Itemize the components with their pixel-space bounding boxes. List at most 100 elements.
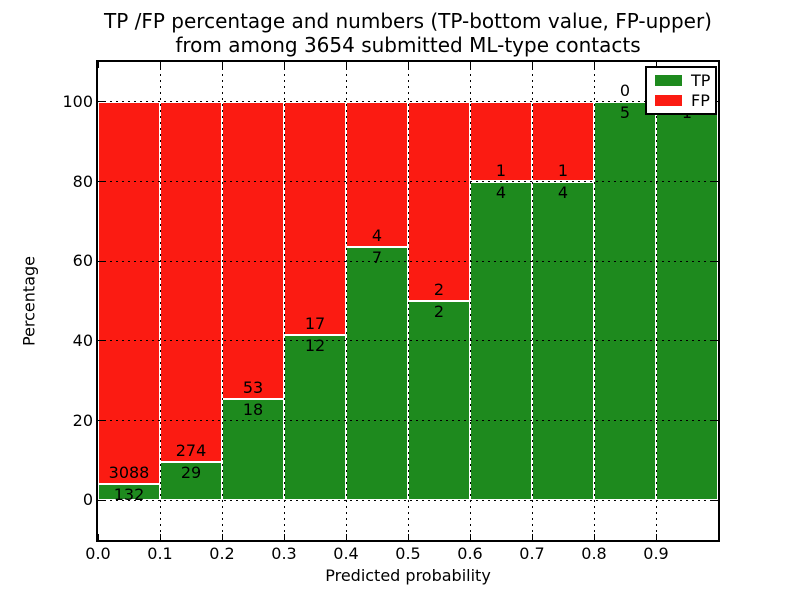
y-gridline: [98, 101, 718, 103]
x-tick-mark: [469, 62, 471, 68]
x-tick-mark: [655, 62, 657, 68]
x-axis-label: Predicted probability: [325, 566, 491, 585]
y-gridline: [98, 260, 718, 262]
x-tick-mark: [345, 534, 347, 540]
chart-title-line2: from among 3654 submitted ML-type contac…: [175, 33, 641, 57]
bar-segment-tp: [284, 335, 346, 501]
tp-count-label: 4: [495, 182, 507, 202]
y-tick-mark: [98, 181, 104, 182]
tp-count-label: 5: [619, 102, 631, 122]
fp-count-label: 274: [175, 441, 207, 461]
tp-count-label: 2: [433, 302, 445, 321]
x-tick-label: 0.7: [519, 544, 545, 563]
y-gridline: [98, 181, 718, 182]
y-tick-label: 60: [72, 251, 93, 271]
fp-count-label: 3088: [108, 462, 150, 482]
x-tick-mark: [97, 534, 99, 540]
x-tick-mark: [593, 62, 595, 68]
tp-count-label: 132: [113, 484, 145, 504]
bar-segment-fp: [408, 101, 470, 301]
fp-count-label: 1: [557, 160, 569, 180]
bar-segment-tp: [594, 101, 656, 501]
x-gridline: [407, 62, 409, 540]
bar-segment-tp: [160, 462, 222, 501]
fp-legend-label: FP: [691, 91, 710, 110]
bar-segment-fp: [532, 101, 594, 182]
x-tick-mark: [221, 534, 223, 540]
legend-entry-fp: FP: [655, 91, 710, 110]
fp-count-label: 53: [242, 378, 264, 398]
y-tick-mark: [98, 101, 104, 103]
x-gridline: [593, 62, 595, 540]
x-tick-mark: [531, 62, 533, 68]
x-gridline: [221, 62, 223, 540]
y-tick-mark: [98, 260, 104, 262]
x-tick-mark: [97, 62, 99, 68]
x-tick-label: 0.2: [209, 544, 235, 563]
x-tick-label: 0.1: [147, 544, 173, 563]
x-gridline: [531, 62, 533, 540]
x-tick-label: 0.6: [457, 544, 483, 563]
fp-count-label: 0: [619, 80, 631, 100]
x-tick-mark: [159, 62, 161, 68]
y-gridline: [98, 499, 718, 501]
y-tick-mark: [712, 499, 718, 501]
plot-frame: [96, 60, 720, 542]
bar-segment-fp: [470, 101, 532, 182]
y-tick-label: 80: [72, 171, 93, 191]
x-gridline: [159, 62, 161, 540]
tp-legend-label: TP: [691, 71, 711, 90]
fp-legend-swatch: [655, 95, 682, 106]
tp-count-label: 7: [371, 247, 383, 267]
fp-count-label: 2: [433, 280, 445, 299]
x-tick-label: 0.3: [271, 544, 297, 563]
bar-segment-tp: [656, 101, 718, 501]
x-tick-label: 0.0: [85, 544, 111, 563]
y-gridline: [98, 340, 718, 342]
x-gridline: [345, 62, 347, 540]
x-tick-label: 0.4: [333, 544, 359, 563]
x-tick-mark: [469, 534, 471, 540]
x-tick-mark: [655, 534, 657, 540]
y-tick-label: 20: [72, 410, 93, 430]
x-tick-mark: [593, 534, 595, 540]
x-tick-mark: [531, 534, 533, 540]
tp-count-label: 29: [180, 463, 202, 483]
x-tick-mark: [221, 62, 223, 68]
tp-count-label: 4: [557, 182, 569, 202]
legend-entry-tp: TP: [655, 71, 711, 90]
bar-segment-fp: [160, 101, 222, 463]
x-tick-mark: [283, 534, 285, 540]
x-tick-mark: [345, 62, 347, 68]
tp-legend-swatch: [655, 75, 682, 86]
fp-count-label: 4: [371, 225, 383, 245]
x-tick-mark: [283, 62, 285, 68]
x-gridline: [469, 62, 471, 540]
y-tick-mark: [712, 340, 718, 342]
x-tick-mark: [159, 534, 161, 540]
x-gridline: [655, 62, 657, 540]
y-tick-mark: [98, 340, 104, 342]
y-tick-mark: [712, 260, 718, 262]
x-tick-mark: [407, 62, 409, 68]
y-tick-mark: [712, 181, 718, 182]
y-gridline: [98, 420, 718, 421]
chart-title: TP /FP percentage and numbers (TP-bottom…: [98, 9, 718, 57]
fp-count-label: 1: [495, 160, 507, 180]
legend: TP FP: [645, 66, 717, 115]
y-tick-mark: [98, 499, 104, 501]
y-tick-label: 0: [82, 490, 93, 510]
bar-segment-fp: [222, 101, 284, 400]
y-tick-mark: [98, 420, 104, 421]
bar-segment-tp: [222, 399, 284, 501]
tp-count-label: 18: [242, 400, 264, 420]
x-gridline: [283, 62, 285, 540]
x-tick-label: 0.5: [395, 544, 421, 563]
x-tick-mark: [407, 534, 409, 540]
x-tick-label: 0.8: [581, 544, 607, 563]
y-tick-mark: [712, 420, 718, 421]
bar-segment-tp: [408, 301, 470, 501]
tp-count-label: 12: [304, 336, 326, 356]
fp-count-label: 17: [304, 314, 326, 334]
